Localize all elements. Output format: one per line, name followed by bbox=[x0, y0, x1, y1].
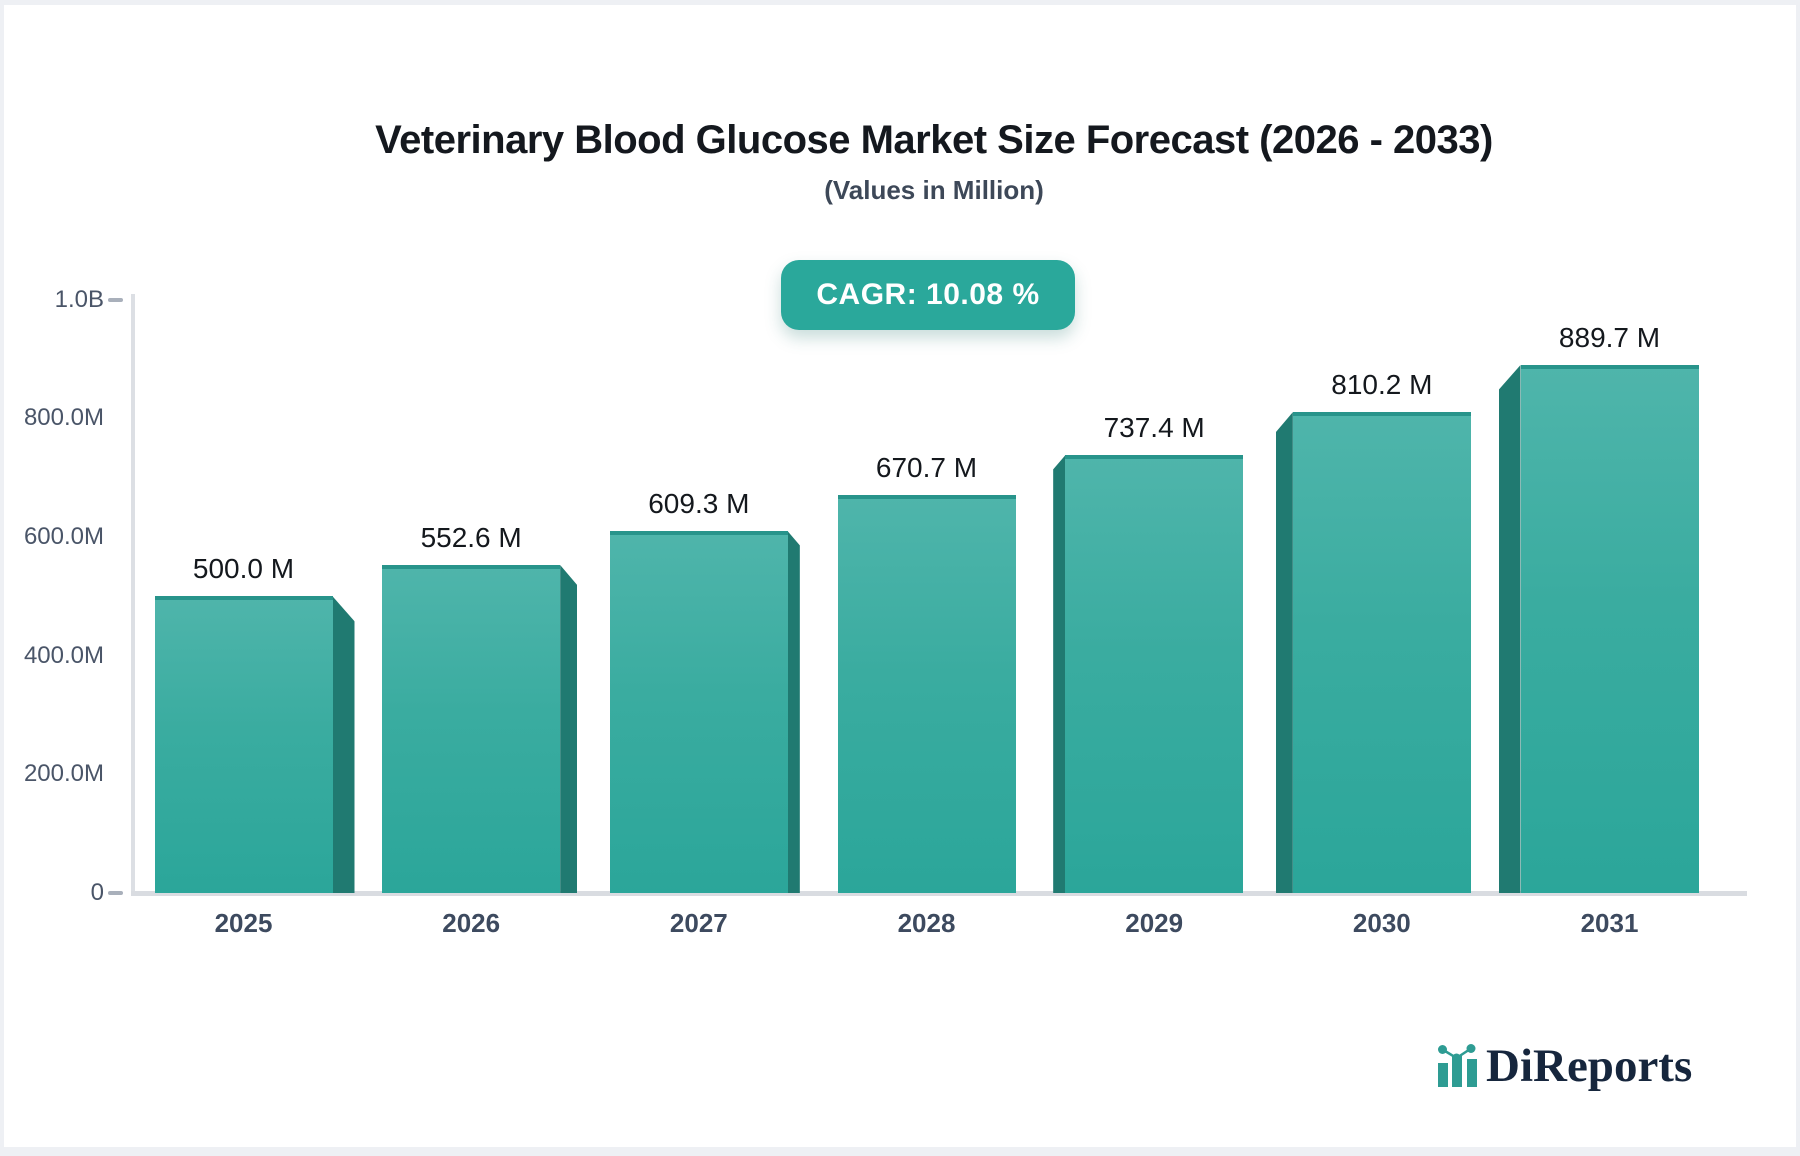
bar-value-label: 609.3 M bbox=[648, 488, 750, 520]
x-tick-label: 2025 bbox=[214, 908, 273, 938]
y-axis-line bbox=[131, 294, 135, 893]
bar-3d-side bbox=[1053, 455, 1066, 893]
bar-3d-side bbox=[1498, 364, 1521, 893]
chart-subtitle: (Values in Million) bbox=[824, 175, 1044, 205]
bar-2030 bbox=[1292, 412, 1471, 893]
y-tick-label: 1.0B bbox=[54, 285, 104, 313]
bar-2027 bbox=[609, 531, 788, 893]
bar-2028 bbox=[837, 494, 1016, 893]
bar-2025 bbox=[154, 596, 333, 893]
y-tick-dash bbox=[108, 297, 123, 302]
bar-value-label: 810.2 M bbox=[1331, 369, 1433, 401]
bar-value-label: 552.6 M bbox=[420, 522, 522, 554]
x-tick-label: 2030 bbox=[1352, 908, 1411, 938]
bar-3d-side bbox=[332, 596, 355, 893]
x-tick-label: 2029 bbox=[1125, 908, 1184, 938]
chart-card: Veterinary Blood Glucose Market Size For… bbox=[4, 5, 1796, 1147]
bar-2029 bbox=[1065, 455, 1244, 893]
logo-text: DiReports bbox=[1486, 1040, 1693, 1092]
bar-value-label: 889.7 M bbox=[1558, 321, 1661, 353]
cagr-badge-label: CAGR: 10.08 % bbox=[816, 278, 1040, 311]
y-tick-label: 600.0M bbox=[23, 522, 104, 550]
x-axis-baseline bbox=[131, 891, 1747, 896]
x-tick-label: 2026 bbox=[442, 908, 501, 938]
bar-value-label: 737.4 M bbox=[1103, 412, 1205, 444]
y-tick-label: 400.0M bbox=[23, 641, 104, 669]
bar-2031 bbox=[1520, 364, 1699, 893]
x-tick-label: 2031 bbox=[1580, 908, 1639, 938]
bar-2026 bbox=[382, 565, 561, 893]
y-tick-label: 0 bbox=[90, 879, 104, 906]
x-tick-label: 2028 bbox=[897, 908, 956, 938]
chart-title: Veterinary Blood Glucose Market Size For… bbox=[375, 118, 1493, 162]
cagr-badge: CAGR: 10.08 % bbox=[781, 260, 1075, 330]
logo: DiReports bbox=[1434, 1040, 1693, 1092]
y-tick-label: 200.0M bbox=[23, 760, 104, 788]
y-tick-dash bbox=[108, 891, 123, 895]
bar-value-label: 670.7 M bbox=[875, 451, 978, 483]
x-tick-label: 2027 bbox=[669, 908, 728, 938]
bar-3d-side bbox=[787, 531, 800, 893]
bar-value-label: 500.0 M bbox=[192, 553, 295, 585]
bar-3d-side bbox=[1275, 412, 1293, 893]
bar-chart-logo-icon bbox=[1438, 1044, 1477, 1087]
y-tick-label: 800.0M bbox=[23, 404, 104, 432]
bar-3d-side bbox=[560, 565, 578, 893]
